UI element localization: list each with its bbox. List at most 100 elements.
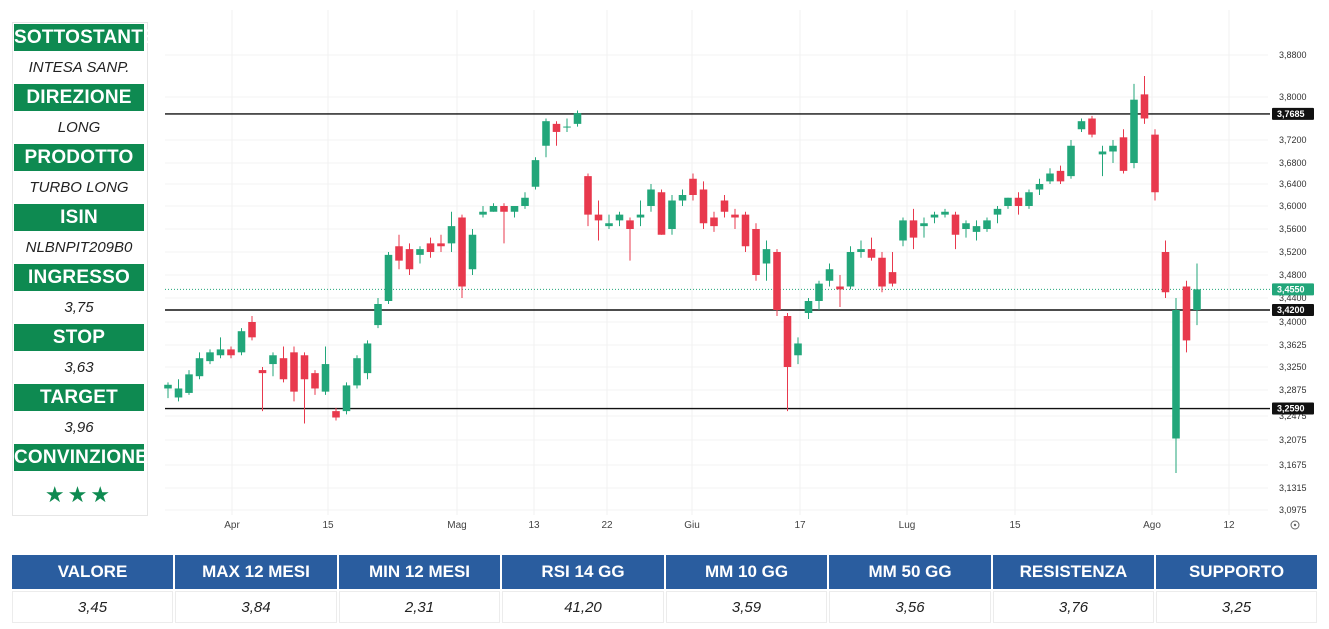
candle-body xyxy=(741,214,750,247)
candle-body xyxy=(615,214,624,221)
candle-body xyxy=(1025,192,1033,206)
candle-body xyxy=(311,373,319,389)
candle-body xyxy=(846,252,855,287)
candle-body xyxy=(531,160,540,187)
candle-body xyxy=(636,214,645,218)
candle-body xyxy=(815,283,823,301)
candle-body xyxy=(930,214,939,218)
value-stop: 3,63 xyxy=(64,359,94,376)
candle-body xyxy=(447,226,456,244)
value-mm-10-gg: 3,59 xyxy=(666,591,827,623)
candle-body xyxy=(867,249,876,258)
y-tick-label: 3,0975 xyxy=(1279,505,1307,515)
candle-body xyxy=(783,316,792,367)
candle-body xyxy=(710,217,718,227)
label-convinzione: CONVINZIONE xyxy=(14,444,148,471)
candle-body xyxy=(920,223,928,227)
label-stop: STOP xyxy=(14,324,144,351)
candle-body xyxy=(1014,197,1023,206)
label-isin: ISIN xyxy=(14,204,144,231)
candle-body xyxy=(888,272,897,284)
candle-body xyxy=(941,211,949,215)
value-ingresso: 3,75 xyxy=(64,299,94,316)
value-min-12-mesi: 2,31 xyxy=(339,591,500,623)
price-tags: 3,7685 3,4200 3,2590 3,4550 xyxy=(1272,107,1314,415)
level-tag xyxy=(1272,304,1314,316)
level-tag xyxy=(1272,402,1314,415)
candle-body xyxy=(416,249,424,255)
level-tag-label: 3,2590 xyxy=(1277,404,1305,414)
last-price-tag-label: 3,4550 xyxy=(1277,284,1305,294)
candle-body xyxy=(468,234,477,270)
candle-body xyxy=(1151,134,1159,193)
candle-body xyxy=(269,355,277,365)
y-tick-label: 3,4000 xyxy=(1279,317,1307,327)
candle-body xyxy=(237,331,246,353)
candle-body xyxy=(332,411,340,418)
y-tick-label: 3,3625 xyxy=(1279,340,1307,350)
candle-body xyxy=(993,208,1002,215)
candle-body xyxy=(1182,286,1191,341)
candle-body xyxy=(1046,173,1054,182)
last-price-tag xyxy=(1272,283,1314,296)
candle-body xyxy=(1004,197,1012,206)
label-ingresso: INGRESSO xyxy=(14,264,144,291)
candle-body xyxy=(405,249,414,270)
candle-body xyxy=(395,246,403,261)
candle-body xyxy=(983,220,991,229)
candle-body xyxy=(1088,118,1096,135)
candle-body xyxy=(584,176,592,215)
candle-body xyxy=(1193,289,1201,310)
candle-body xyxy=(857,249,865,252)
candle-body xyxy=(1077,121,1086,130)
y-tick-label: 3,7200 xyxy=(1279,135,1307,145)
candle-body xyxy=(206,352,214,362)
candle-body xyxy=(426,243,435,252)
value-prodotto: TURBO LONG xyxy=(29,179,129,196)
candle-body xyxy=(1109,145,1117,152)
value-max-12-mesi: 3,84 xyxy=(175,591,337,623)
level-tag xyxy=(1272,107,1314,120)
header-min-12-mesi: MIN 12 MESI xyxy=(339,555,500,589)
candle-body xyxy=(542,121,550,146)
candle-body xyxy=(563,126,571,128)
x-axis: Apr 15 Mag 13 22 Giu 17 Lug 15 Ago 12 xyxy=(224,520,1235,531)
candle-body xyxy=(804,301,813,313)
candle-body xyxy=(951,214,960,235)
candle-body xyxy=(794,343,802,356)
y-tick-label: 3,2075 xyxy=(1279,435,1307,445)
header-mm-50-gg: MM 50 GG xyxy=(829,555,991,589)
candle-body xyxy=(300,355,309,380)
y-tick-label: 3,4800 xyxy=(1279,270,1307,280)
x-tick-label: 15 xyxy=(1009,520,1021,531)
header-valore: VALORE xyxy=(12,555,173,589)
candle-body xyxy=(216,349,225,356)
candle-body xyxy=(258,370,267,374)
candle-body xyxy=(731,214,739,218)
candle-body xyxy=(374,304,382,326)
x-tick-label: Mag xyxy=(447,520,466,531)
stats-table: VALORE MAX 12 MESI MIN 12 MESI RSI 14 GG… xyxy=(12,555,1317,625)
settings-icon[interactable] xyxy=(1290,520,1300,530)
x-tick-label: Giu xyxy=(684,520,700,531)
label-prodotto: PRODOTTO xyxy=(14,144,144,171)
value-rsi-14-gg: 41,20 xyxy=(502,591,664,623)
candle-body xyxy=(1130,99,1138,163)
header-rsi-14-gg: RSI 14 GG xyxy=(502,555,664,589)
header-supporto: SUPPORTO xyxy=(1156,555,1317,589)
y-tick-label: 3,3250 xyxy=(1279,362,1307,372)
candle-body xyxy=(720,200,729,212)
value-valore: 3,45 xyxy=(12,591,173,623)
candle-body xyxy=(678,195,687,201)
candle-body xyxy=(878,257,886,287)
value-supporto: 3,25 xyxy=(1156,591,1317,623)
candle-body xyxy=(489,206,498,212)
candle-body xyxy=(657,192,666,235)
candle-body xyxy=(699,189,708,224)
y-tick-label: 3,5200 xyxy=(1279,247,1307,257)
candle-body xyxy=(248,322,256,338)
level-tag-label: 3,4200 xyxy=(1277,305,1305,315)
x-tick-label: 12 xyxy=(1223,520,1235,531)
x-tick-label: Lug xyxy=(899,520,916,531)
candle-body xyxy=(290,352,298,392)
